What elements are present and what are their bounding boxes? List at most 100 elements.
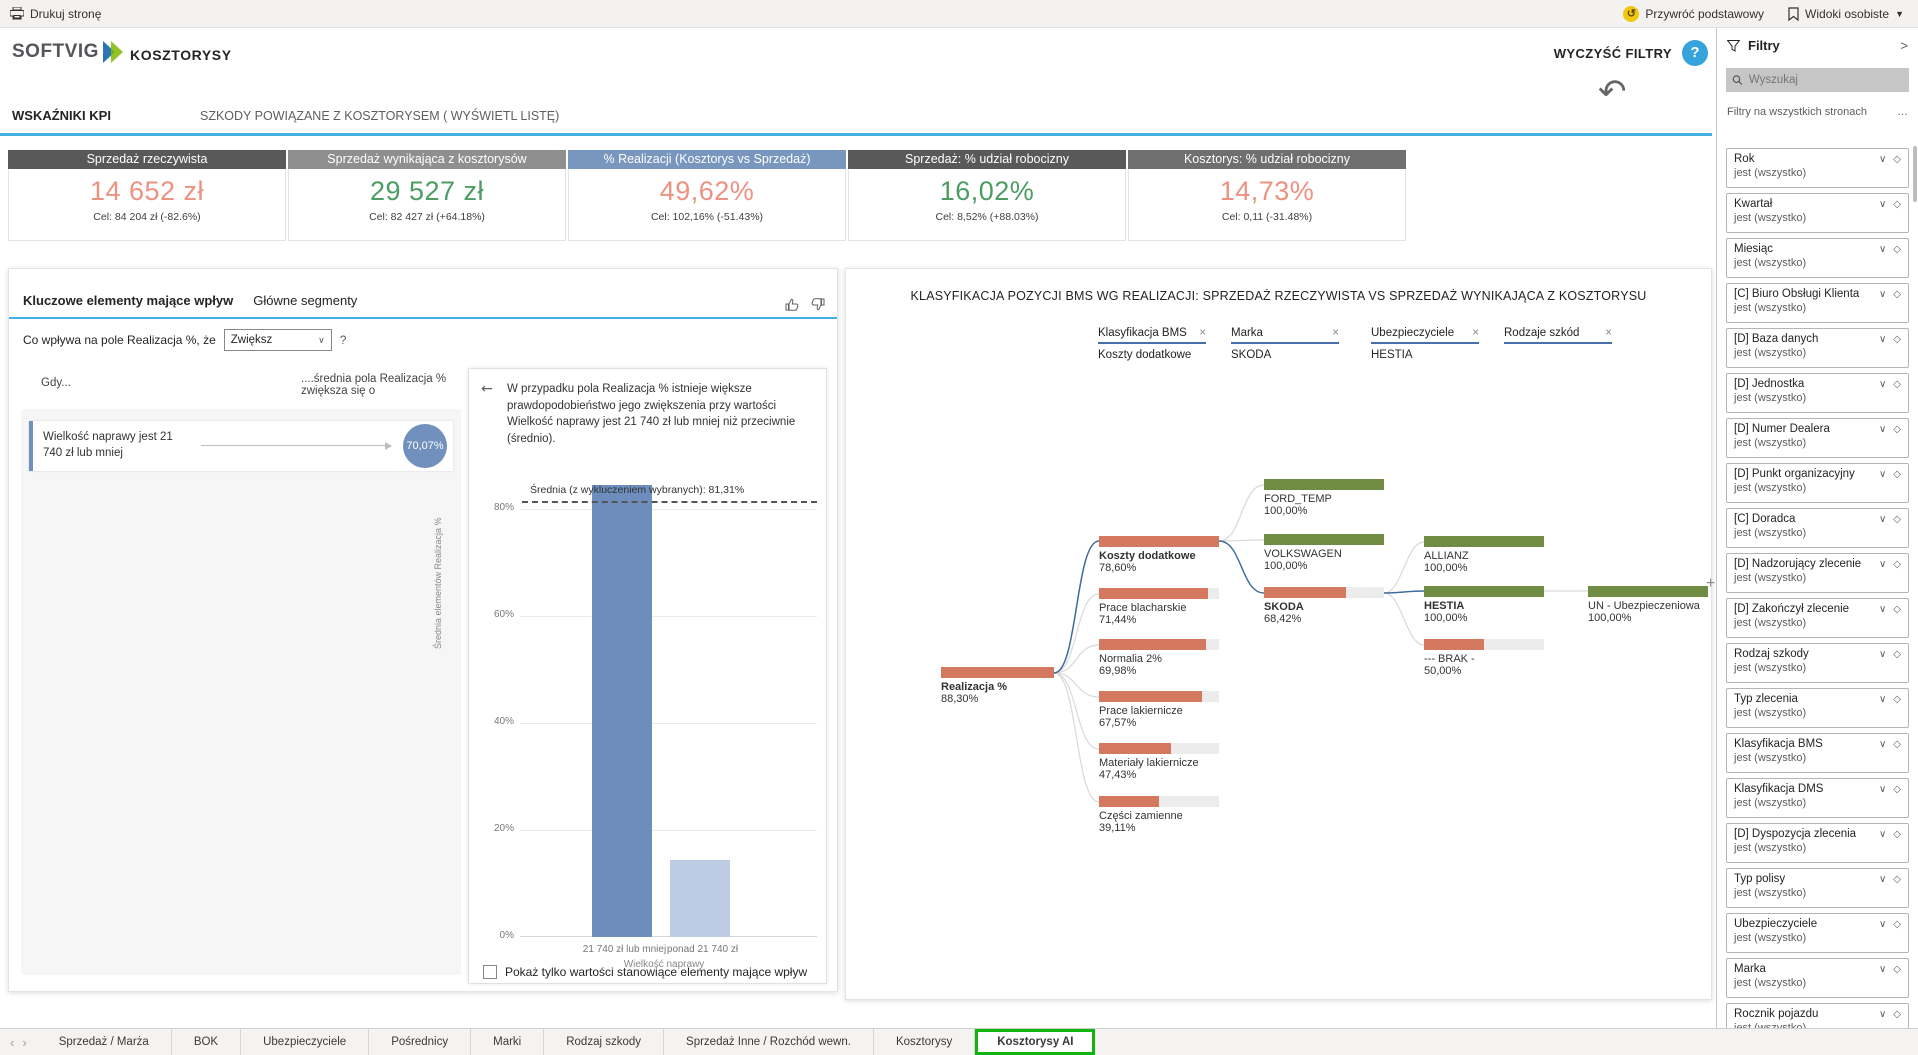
page-tab-rodzaj-szkody[interactable]: Rodzaj szkody <box>544 1029 665 1055</box>
chevron-down-icon[interactable]: ∨ <box>1878 963 1887 975</box>
collapse-pane-button[interactable]: > <box>1900 38 1908 53</box>
page-tab-marki[interactable]: Marki <box>471 1029 545 1055</box>
filter-card-baza-danych[interactable]: [D] Baza danych ∨ ◇ jest (wszystko) <box>1726 328 1909 368</box>
filter-card-punkt-organizacyjny[interactable]: [D] Punkt organizacyjny ∨ ◇ jest (wszystko) <box>1726 463 1909 503</box>
eraser-icon[interactable]: ◇ <box>1893 918 1901 930</box>
question-help-icon[interactable]: ? <box>339 333 347 347</box>
tab-key-influencers[interactable]: Kluczowe elementy mające wpływ <box>23 293 234 308</box>
chevron-down-icon[interactable]: ∨ <box>1878 333 1887 345</box>
eraser-icon[interactable]: ◇ <box>1893 288 1901 300</box>
eraser-icon[interactable]: ◇ <box>1893 1008 1901 1020</box>
chevron-down-icon[interactable]: ∨ <box>1878 378 1887 390</box>
search-input[interactable] <box>1748 74 1903 86</box>
chevron-down-icon[interactable]: ∨ <box>1878 243 1887 255</box>
tree-node-volkswagen[interactable]: VOLKSWAGEN 100,00% <box>1264 534 1384 572</box>
filter-card-jednostka[interactable]: [D] Jednostka ∨ ◇ jest (wszystko) <box>1726 373 1909 413</box>
eraser-icon[interactable]: ◇ <box>1893 648 1901 660</box>
more-options-icon[interactable]: … <box>1897 106 1908 118</box>
undo-button[interactable]: ↶ <box>1598 72 1627 112</box>
chevron-down-icon[interactable]: ∨ <box>1878 828 1887 840</box>
chevron-down-icon[interactable]: ∨ <box>1878 468 1887 480</box>
filter-card-rok[interactable]: Rok ∨ ◇ jest (wszystko) <box>1726 148 1909 188</box>
influencer-item[interactable]: Wielkość naprawy jest 21 740 zł lub mnie… <box>29 421 453 471</box>
filter-card-klasyfikacja-bms[interactable]: Klasyfikacja BMS ∨ ◇ jest (wszystko) <box>1726 733 1909 773</box>
page-tab-sprzedaz-inne[interactable]: Sprzedaż Inne / Rozchód wewn. <box>664 1029 874 1055</box>
tree-node-koszty-dodatkowe[interactable]: Koszty dodatkowe 78,60% <box>1099 536 1219 574</box>
page-tab-kosztorysy-ai[interactable]: Kosztorysy AI <box>975 1029 1096 1055</box>
print-page-button[interactable]: Drukuj stronę <box>0 7 101 21</box>
close-icon[interactable]: × <box>1199 327 1206 339</box>
back-arrow-icon[interactable]: ← <box>481 381 493 397</box>
filter-card-klasyfikacja-dms[interactable]: Klasyfikacja DMS ∨ ◇ jest (wszystko) <box>1726 778 1909 818</box>
reset-default-button[interactable]: ↺ Przywróć podstawowy <box>1623 5 1764 22</box>
tabs-next-button[interactable]: › <box>22 1034 27 1050</box>
tab-wskazniki-kpi[interactable]: WSKAŹNIKI KPI <box>12 108 111 123</box>
filter-card-typ-zlecenia[interactable]: Typ zlecenia ∨ ◇ jest (wszystko) <box>1726 688 1909 728</box>
filter-search-box[interactable] <box>1726 68 1909 92</box>
eraser-icon[interactable]: ◇ <box>1893 468 1901 480</box>
filter-card-miesiac[interactable]: Miesiąc ∨ ◇ jest (wszystko) <box>1726 238 1909 278</box>
tree-node-materialy-lakiernicze[interactable]: Materiały lakiernicze 47,43% <box>1099 743 1219 781</box>
filter-card-numer-dealera[interactable]: [D] Numer Dealera ∨ ◇ jest (wszystko) <box>1726 418 1909 458</box>
eraser-icon[interactable]: ◇ <box>1893 423 1901 435</box>
chevron-down-icon[interactable]: ∨ <box>1878 648 1887 660</box>
chevron-down-icon[interactable]: ∨ <box>1878 153 1887 165</box>
help-button[interactable]: ? <box>1682 40 1708 66</box>
tree-node-allianz[interactable]: ALLIANZ 100,00% <box>1424 536 1544 574</box>
eraser-icon[interactable]: ◇ <box>1893 513 1901 525</box>
chevron-down-icon[interactable]: ∨ <box>1878 513 1887 525</box>
eraser-icon[interactable]: ◇ <box>1893 828 1901 840</box>
personal-views-button[interactable]: Widoki osobiste ▼ <box>1788 7 1904 21</box>
bar-over-21740[interactable] <box>670 859 730 937</box>
page-tab-sprzedaz-marza[interactable]: Sprzedaż / Marża <box>37 1029 172 1055</box>
eraser-icon[interactable]: ◇ <box>1893 963 1901 975</box>
eraser-icon[interactable]: ◇ <box>1893 558 1901 570</box>
filter-card-biuro-obslugi[interactable]: [C] Biuro Obsługi Klienta ∨ ◇ jest (wszystk… <box>1726 283 1909 323</box>
tree-node-ford-temp[interactable]: FORD_TEMP 100,00% <box>1264 479 1384 517</box>
eraser-icon[interactable]: ◇ <box>1893 198 1901 210</box>
filter-card-nadzorujacy-zlecenie[interactable]: [D] Nadzorujący zlecenie ∨ ◇ jest (wszystko… <box>1726 553 1909 593</box>
filter-card-doradca[interactable]: [C] Doradca ∨ ◇ jest (wszystko) <box>1726 508 1909 548</box>
filter-card-zakonczyl-zlecenie[interactable]: [D] Zakończył zlecenie ∨ ◇ jest (wszystko) <box>1726 598 1909 638</box>
filter-card-marka[interactable]: Marka ∨ ◇ jest (wszystko) <box>1726 958 1909 998</box>
tree-node-skoda[interactable]: SKODA 68,42% <box>1264 587 1384 625</box>
eraser-icon[interactable]: ◇ <box>1893 738 1901 750</box>
eraser-icon[interactable]: ◇ <box>1893 153 1901 165</box>
chevron-down-icon[interactable]: ∨ <box>1878 288 1887 300</box>
close-icon[interactable]: × <box>1605 327 1612 339</box>
chevron-down-icon[interactable]: ∨ <box>1878 603 1887 615</box>
filter-card-typ-polisy[interactable]: Typ polisy ∨ ◇ jest (wszystko) <box>1726 868 1909 908</box>
page-tab-ubezpieczyciele[interactable]: Ubezpieczyciele <box>241 1029 370 1055</box>
clear-filters-button[interactable]: WYCZYŚĆ FILTRY <box>1553 46 1672 61</box>
tab-szkody-powiazane[interactable]: SZKODY POWIĄZANE Z KOSZTORYSEM ( WYŚWIET… <box>200 109 560 123</box>
filter-card-kwartal[interactable]: Kwartał ∨ ◇ jest (wszystko) <box>1726 193 1909 233</box>
tree-node-prace-blacharskie[interactable]: Prace blacharskie 71,44% <box>1099 588 1219 626</box>
filter-card-ubezpieczyciele[interactable]: Ubezpieczyciele ∨ ◇ jest (wszystko) <box>1726 913 1909 953</box>
only-influencers-checkbox[interactable] <box>483 965 497 979</box>
tree-node-hestia[interactable]: HESTIA 100,00% <box>1424 586 1544 624</box>
chevron-down-icon[interactable]: ∨ <box>1878 738 1887 750</box>
chevron-down-icon[interactable]: ∨ <box>1878 693 1887 705</box>
eraser-icon[interactable]: ◇ <box>1893 378 1901 390</box>
page-tab-posrednicy[interactable]: Pośrednicy <box>369 1029 472 1055</box>
close-icon[interactable]: × <box>1332 327 1339 339</box>
tree-node-root[interactable]: Realizacja % 88,30% <box>941 667 1054 705</box>
filter-pane-scrollbar[interactable] <box>1913 146 1917 202</box>
chevron-down-icon[interactable]: ∨ <box>1878 558 1887 570</box>
chevron-down-icon[interactable]: ∨ <box>1878 783 1887 795</box>
chevron-down-icon[interactable]: ∨ <box>1878 423 1887 435</box>
page-tab-bok[interactable]: BOK <box>172 1029 242 1055</box>
filter-card-dyspozycja-zlecenia[interactable]: [D] Dyspozycja zlecenia ∨ ◇ jest (wszystko) <box>1726 823 1909 863</box>
eraser-icon[interactable]: ◇ <box>1893 603 1901 615</box>
filter-card-rocznik-pojazdu[interactable]: Rocznik pojazdu ∨ ◇ jest (wszystko) <box>1726 1003 1909 1028</box>
eraser-icon[interactable]: ◇ <box>1893 693 1901 705</box>
tree-node-normalia[interactable]: Normalia 2% 69,98% <box>1099 639 1219 677</box>
eraser-icon[interactable]: ◇ <box>1893 333 1901 345</box>
close-icon[interactable]: × <box>1472 327 1479 339</box>
eraser-icon[interactable]: ◇ <box>1893 873 1901 885</box>
page-tab-kosztorysy[interactable]: Kosztorysy <box>874 1029 976 1055</box>
chevron-down-icon[interactable]: ∨ <box>1878 873 1887 885</box>
direction-dropdown[interactable]: Zwiększ ∨ <box>223 329 332 351</box>
tab-top-segments[interactable]: Główne segmenty <box>253 293 358 308</box>
chevron-down-icon[interactable]: ∨ <box>1878 1008 1887 1020</box>
